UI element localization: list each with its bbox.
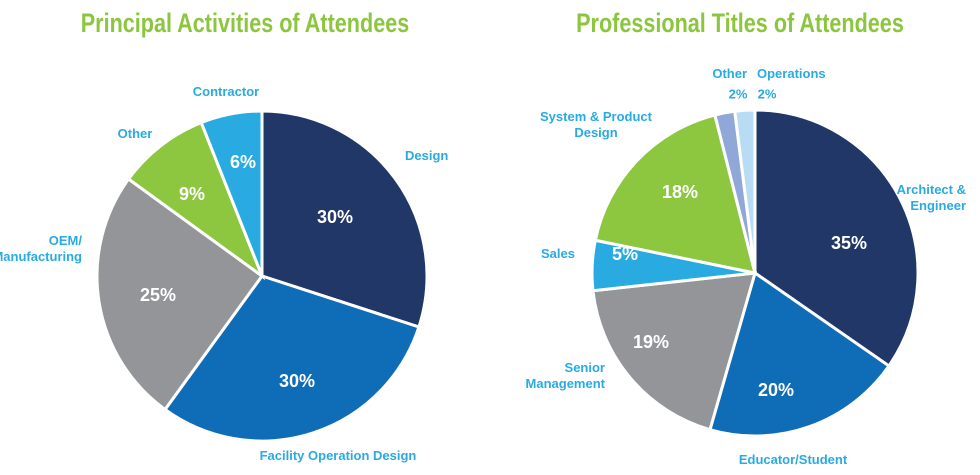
pie-activities-value-label-2: 25%: [140, 285, 176, 305]
pie-titles-category-label-3: Sales: [541, 246, 575, 261]
pie-activities-value-label-4: 6%: [230, 152, 256, 172]
pie-titles-slice-1: [708, 270, 892, 438]
pie-titles-value-label-2: 19%: [633, 332, 669, 352]
pie-titles-category-label-4: System & Product Design: [540, 109, 653, 140]
pie-activities-value-label-1: 30%: [279, 371, 315, 391]
pie-titles-category-label-6: Operations: [757, 66, 826, 81]
pie-activities-slice-1: [162, 274, 421, 443]
pie-titles-slice-2: [591, 271, 758, 432]
pie-activities-slice-0: [260, 109, 429, 329]
pie-activities-value-label-0: 30%: [317, 207, 353, 227]
pie-titles-slice-0: [753, 108, 920, 369]
pie-activities-slice-2: [95, 176, 265, 412]
pie-activities-category-label-2: OEM/Manufacturing: [0, 233, 82, 264]
pie-activities-category-label-0: Design: [405, 148, 448, 163]
chart-title-principal-activities: Principal Activities of Attendees: [80, 8, 410, 38]
pie-activities-category-label-1: Facility Operation Design: [260, 448, 417, 463]
pie-titles-value-label-3: 5%: [612, 244, 638, 264]
chart-title-professional-titles: Professional Titles of Attendees: [576, 8, 904, 38]
pie-titles-value-label-5: 2%: [729, 86, 748, 101]
pie-titles-slice-4: [593, 113, 758, 275]
pie-titles-category-label-1: Educator/Student: [739, 452, 848, 467]
pie-titles-category-label-5: Other: [712, 66, 747, 81]
pie-titles-value-label-6: 2%: [758, 86, 777, 101]
pie-titles-value-label-1: 20%: [758, 380, 794, 400]
pie-titles-value-label-0: 35%: [831, 233, 867, 253]
pie-activities-value-label-3: 9%: [179, 184, 205, 204]
pie-activities-slice-4: [199, 109, 264, 277]
pie-activities-category-label-3: Other: [118, 126, 153, 141]
pie-titles-category-label-0: Architect & Engineer: [897, 182, 966, 213]
pie-activities-category-label-4: Contractor: [193, 84, 259, 99]
pie-activities-slice-3: [126, 120, 266, 281]
pie-titles-slice-6: [733, 108, 757, 274]
pie-titles-value-label-4: 18%: [662, 182, 698, 202]
pie-titles-category-label-2: Senior Management: [526, 360, 606, 391]
